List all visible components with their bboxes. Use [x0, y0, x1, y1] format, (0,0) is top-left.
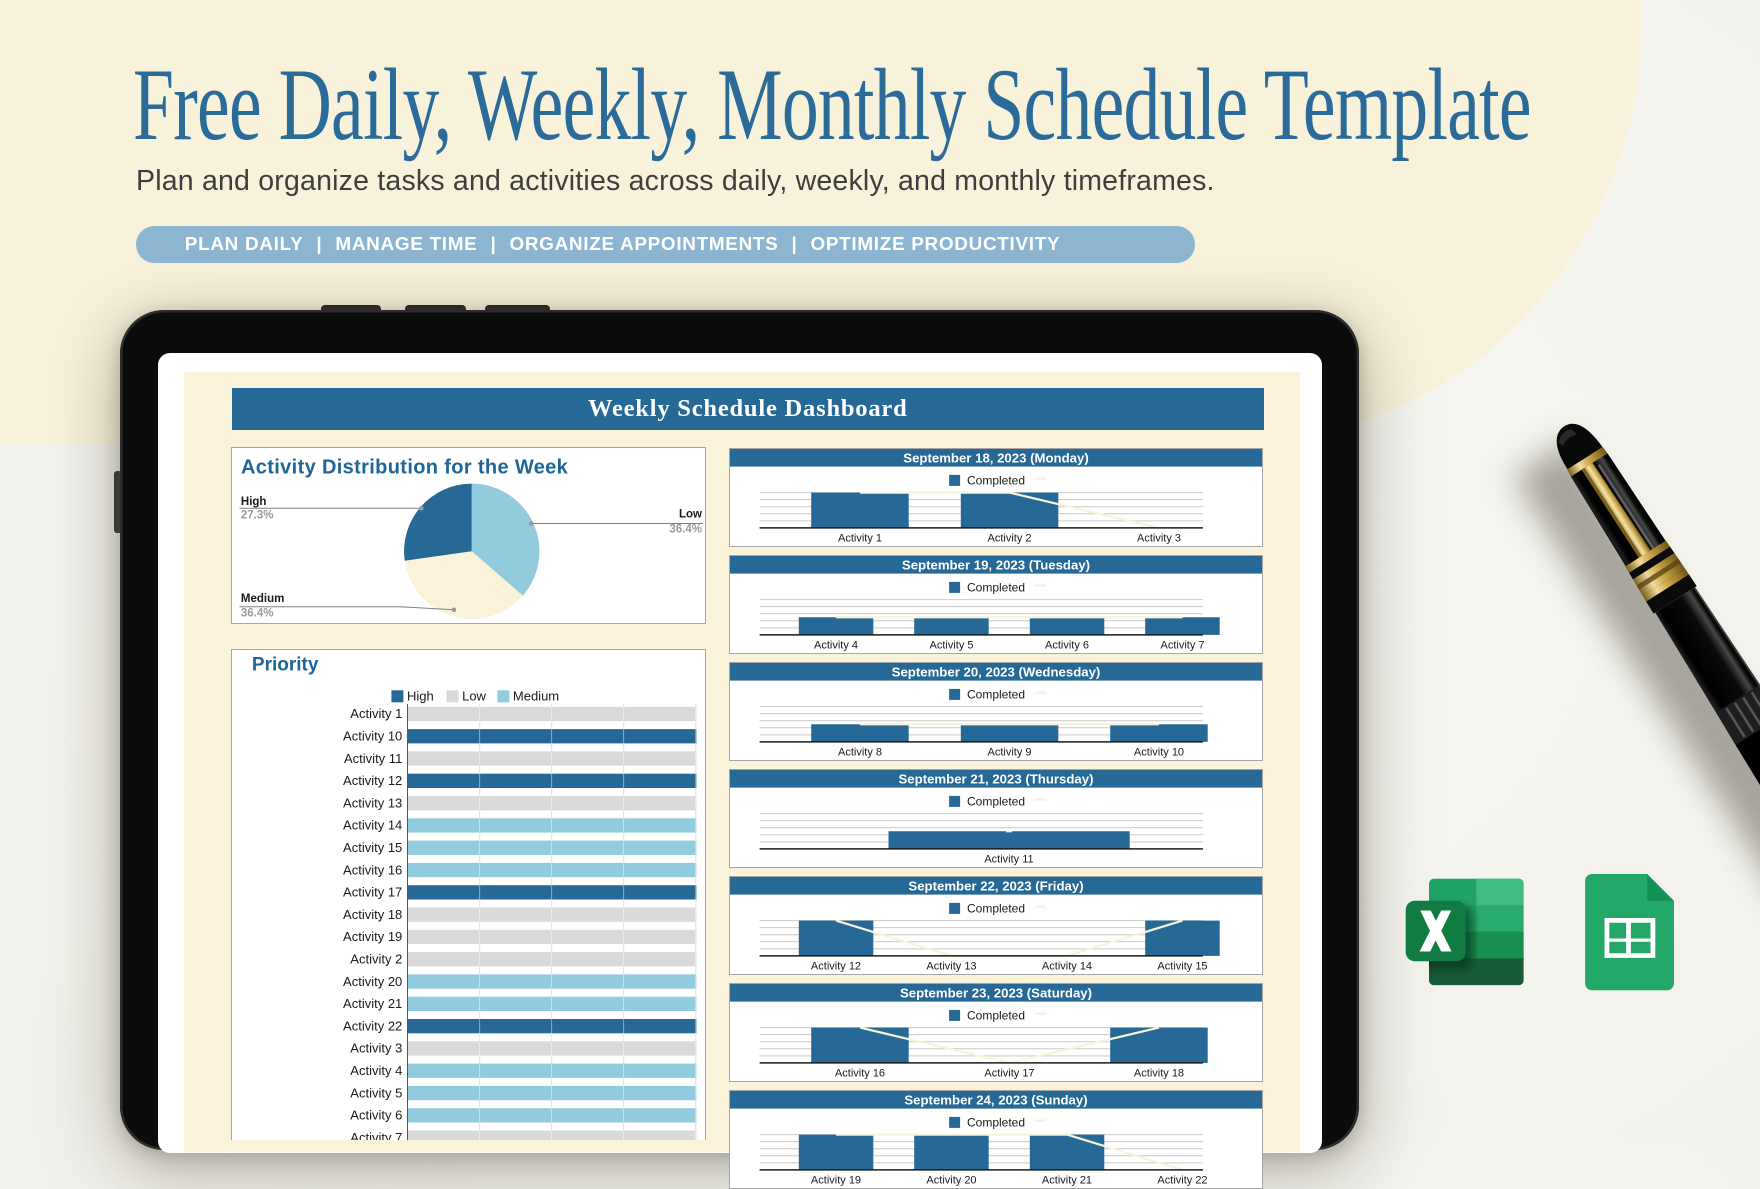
svg-text:Activity 20: Activity 20 — [926, 1175, 976, 1187]
svg-text:Activity 21: Activity 21 — [1041, 1175, 1091, 1187]
svg-text:High: High — [407, 689, 434, 704]
svg-text:Activity 4: Activity 4 — [350, 1063, 402, 1078]
svg-text:Completed: Completed — [967, 795, 1025, 809]
svg-text:Activity 16: Activity 16 — [834, 1068, 884, 1080]
svg-text:Activity 22: Activity 22 — [1157, 1175, 1207, 1187]
svg-text:Activity 12: Activity 12 — [810, 961, 860, 973]
svg-text:Activity 3: Activity 3 — [350, 1041, 402, 1056]
svg-text:Activity 15: Activity 15 — [343, 840, 402, 855]
svg-text:Completed: Completed — [967, 474, 1025, 488]
svg-text:Activity 22: Activity 22 — [343, 1019, 402, 1034]
svg-text:Activity 1: Activity 1 — [350, 706, 402, 721]
svg-text:Activity 7: Activity 7 — [1160, 640, 1204, 652]
svg-text:Activity 4: Activity 4 — [813, 640, 857, 652]
svg-text:September 19, 2023 (Tuesday): September 19, 2023 (Tuesday) — [901, 557, 1089, 572]
svg-text:September 20, 2023 (Wednesday): September 20, 2023 (Wednesday) — [891, 664, 1100, 679]
svg-text:Activity 3: Activity 3 — [1136, 533, 1180, 545]
svg-text:September 22, 2023 (Friday): September 22, 2023 (Friday) — [908, 879, 1083, 894]
svg-text:High: High — [241, 496, 267, 508]
svg-text:Low: Low — [462, 689, 486, 704]
svg-text:September 21, 2023 (Thursday): September 21, 2023 (Thursday) — [898, 772, 1093, 787]
svg-text:Low: Low — [679, 508, 702, 520]
svg-text:Activity 6: Activity 6 — [1044, 640, 1088, 652]
svg-text:Activity 18: Activity 18 — [343, 907, 402, 922]
svg-text:Activity 15: Activity 15 — [1157, 961, 1207, 973]
svg-text:September 24, 2023 (Sunday): September 24, 2023 (Sunday) — [904, 1093, 1087, 1108]
svg-text:Activity 2: Activity 2 — [350, 952, 402, 967]
svg-text:Activity 10: Activity 10 — [1133, 747, 1183, 759]
svg-text:Completed: Completed — [967, 902, 1025, 916]
svg-text:36.4%: 36.4% — [241, 607, 274, 619]
svg-text:36.4%: 36.4% — [669, 523, 702, 535]
svg-text:September 18, 2023 (Monday): September 18, 2023 (Monday) — [903, 450, 1088, 465]
svg-text:Activity 14: Activity 14 — [343, 818, 402, 833]
svg-text:Medium: Medium — [513, 689, 559, 704]
svg-text:Completed: Completed — [967, 1116, 1025, 1130]
svg-text:Activity 18: Activity 18 — [1133, 1068, 1183, 1080]
svg-text:Activity 12: Activity 12 — [343, 773, 402, 788]
svg-text:Activity 17: Activity 17 — [343, 885, 402, 900]
svg-text:Activity Distribution for the: Activity Distribution for the Week — [241, 456, 569, 478]
svg-text:27.3%: 27.3% — [241, 509, 274, 521]
svg-text:Completed: Completed — [967, 1009, 1025, 1023]
svg-text:Activity 1: Activity 1 — [837, 533, 881, 545]
svg-text:Activity 13: Activity 13 — [343, 796, 402, 811]
svg-text:Activity 5: Activity 5 — [929, 640, 973, 652]
svg-text:Activity 20: Activity 20 — [343, 974, 402, 989]
svg-text:Activity 9: Activity 9 — [987, 747, 1031, 759]
svg-text:Activity 7: Activity 7 — [350, 1130, 402, 1140]
svg-text:Medium: Medium — [241, 592, 284, 604]
svg-text:Activity 6: Activity 6 — [350, 1108, 402, 1123]
svg-text:Activity 2: Activity 2 — [987, 533, 1031, 545]
svg-text:Activity 10: Activity 10 — [343, 729, 402, 744]
svg-text:Activity 11: Activity 11 — [344, 751, 402, 766]
svg-text:September 23, 2023 (Saturday): September 23, 2023 (Saturday) — [899, 986, 1091, 1001]
svg-text:Activity 14: Activity 14 — [1041, 961, 1091, 973]
svg-text:Activity 11: Activity 11 — [984, 854, 1033, 866]
svg-text:Activity 5: Activity 5 — [350, 1086, 402, 1101]
svg-text:Activity 13: Activity 13 — [926, 961, 976, 973]
svg-text:Priority: Priority — [252, 655, 319, 676]
svg-text:Completed: Completed — [967, 581, 1025, 595]
svg-text:Activity 19: Activity 19 — [810, 1175, 860, 1187]
svg-text:Activity 21: Activity 21 — [343, 996, 402, 1011]
svg-text:Activity 17: Activity 17 — [984, 1068, 1034, 1080]
svg-text:Activity 8: Activity 8 — [837, 747, 881, 759]
svg-text:Completed: Completed — [967, 688, 1025, 702]
svg-text:Activity 16: Activity 16 — [343, 863, 402, 878]
svg-text:Activity 19: Activity 19 — [343, 929, 402, 944]
